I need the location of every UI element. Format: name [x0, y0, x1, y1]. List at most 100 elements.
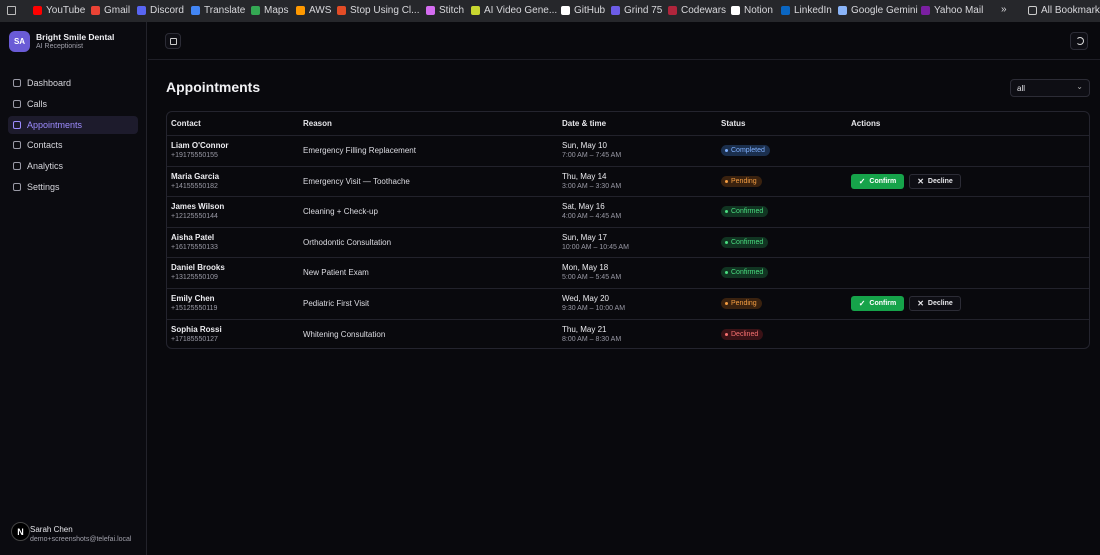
bookmark[interactable]: Maps [251, 5, 288, 16]
bookmark-label: Stop Using Cl... [350, 5, 420, 16]
reason: Pediatric First Visit [303, 299, 370, 308]
bookmark[interactable]: Gmail [91, 5, 130, 16]
status-dot [725, 179, 728, 183]
bookmark-icon [426, 6, 435, 15]
all-bookmarks-label: All Bookmarks [1041, 5, 1100, 16]
contact-name: James Wilson [171, 202, 225, 212]
nav-icon [13, 99, 21, 108]
nav-item[interactable]: Contacts [8, 136, 138, 154]
confirm-button[interactable]: ✓ Confirm [851, 296, 904, 311]
decline-button[interactable]: ✕ Decline [909, 296, 961, 311]
bookmark-label: Codewars [681, 5, 727, 16]
apps-icon [7, 6, 16, 15]
nav-item[interactable]: Analytics [8, 157, 138, 175]
bookmark-icon [561, 6, 570, 15]
bookmark[interactable]: Codewars [668, 5, 726, 16]
bookmark-label: Maps [264, 5, 289, 16]
bookmark-icon [33, 6, 42, 15]
status-label: Pending [731, 300, 757, 307]
contact-phone: +17185550127 [171, 335, 218, 343]
status-pill: Confirmed [721, 267, 769, 279]
time: 3:00 AM – 3:30 AM [562, 182, 622, 190]
bookmark-label: AWS [309, 5, 332, 16]
bookmark[interactable]: Discord [137, 5, 184, 16]
bookmark-label: Notion [744, 5, 773, 16]
button-label: Decline [927, 300, 953, 307]
bookmark[interactable]: LinkedIn [781, 5, 832, 16]
sidebar-toggle[interactable] [165, 33, 181, 49]
contact-name: Daniel Brooks [171, 263, 225, 273]
button-label: Confirm [869, 177, 897, 185]
bookmark-icon [611, 6, 620, 15]
nav-item[interactable]: Dashboard [8, 74, 138, 92]
table-row: Emily Chen +15125550119 Pediatric First Vi… [167, 288, 1089, 319]
bookmark[interactable]: Translate [191, 5, 245, 16]
column-header: Date & time [562, 119, 607, 128]
bookmark[interactable]: Notion [731, 5, 773, 16]
button-icon: ✓ [858, 299, 866, 308]
all-bookmarks[interactable]: All Bookmarks [1028, 5, 1100, 16]
nav-label: Settings [27, 182, 60, 192]
table-row: James Wilson +12125550144 Cleaning + Check… [167, 196, 1089, 227]
user-email: demo+screenshots@telefai.local [30, 536, 132, 543]
nav-label: Calls [27, 98, 48, 109]
confirm-button[interactable]: ✓ Confirm [851, 173, 904, 189]
reason: Cleaning + Check-up [303, 207, 378, 217]
time: 10:00 AM – 10:45 AM [562, 243, 629, 251]
contact-name: Aisha Patel [171, 232, 215, 242]
date: Sun, May 10 [562, 141, 607, 150]
button-label: Confirm [869, 300, 897, 307]
nav-item[interactable]: Appointments [8, 115, 138, 134]
contact-name: Sophia Rossi [171, 324, 222, 334]
nav-label: Analytics [27, 161, 64, 172]
status-label: Pending [731, 177, 757, 185]
status-label: Confirmed [731, 238, 764, 246]
bookmark[interactable]: GitHub [561, 5, 605, 16]
time: 5:00 AM – 5:45 AM [562, 274, 622, 282]
bookmark[interactable]: Yahoo Mail [921, 5, 983, 16]
bookmark[interactable]: YouTube [33, 5, 85, 16]
nav-item[interactable]: Calls [8, 95, 138, 113]
decline-button[interactable]: ✕ Decline [909, 173, 961, 189]
bookmark-label: AI Video Gene... [484, 5, 558, 16]
org-name: Bright Smile Dental [36, 32, 115, 42]
user-badge: N [11, 522, 30, 541]
status-pill: Confirmed [721, 206, 769, 218]
bookmark-label: Translate [204, 5, 246, 16]
bookmark[interactable]: AWS [296, 5, 331, 16]
date: Sat, May 16 [562, 202, 605, 212]
status-label: Confirmed [731, 269, 764, 277]
time: 4:00 AM – 4:45 AM [562, 213, 622, 221]
bookmark-label: Yahoo Mail [934, 5, 984, 16]
nav-item[interactable]: Settings [8, 178, 138, 196]
bookmark[interactable]: Stop Using Cl... [337, 5, 419, 16]
button-label: Decline [927, 177, 953, 185]
bookmark-label: Stitch [439, 5, 465, 16]
table-row: Sophia Rossi +17185550127 Whitening Consul… [167, 318, 1089, 348]
status-dot [725, 302, 728, 305]
column-header: Contact [171, 119, 201, 128]
time: 9:30 AM – 10:00 AM [562, 305, 626, 312]
bookmark-icon [731, 6, 740, 15]
bookmark[interactable]: Google Gemini [838, 5, 918, 16]
bookmark-icon [191, 6, 200, 15]
bookmark[interactable]: AI Video Gene... [471, 5, 557, 16]
bookmark[interactable]: Stitch [426, 5, 464, 16]
contact-phone: +12125550144 [171, 213, 218, 221]
bookmark-icon [337, 6, 346, 15]
button-icon: ✓ [858, 176, 866, 186]
user-name: Sarah Chen [30, 525, 73, 534]
bookmark[interactable]: Grind 75 [611, 5, 662, 16]
column-header: Status [721, 119, 746, 128]
contact-phone: +19175550155 [171, 152, 218, 159]
bookmarks-overflow[interactable]: » [1001, 4, 1007, 15]
status-filter[interactable]: all ⌄ [1010, 79, 1090, 97]
bookmark-label: GitHub [574, 5, 606, 16]
theme-toggle[interactable] [1070, 32, 1088, 50]
button-icon: ✕ [917, 299, 924, 308]
bookmarks-bar: YouTube Gmail Discord Translate Maps AWS Stop … [0, 0, 1100, 22]
status-pill: Pending [721, 298, 762, 309]
date: Thu, May 21 [562, 324, 607, 334]
bookmark-icon [781, 6, 790, 15]
